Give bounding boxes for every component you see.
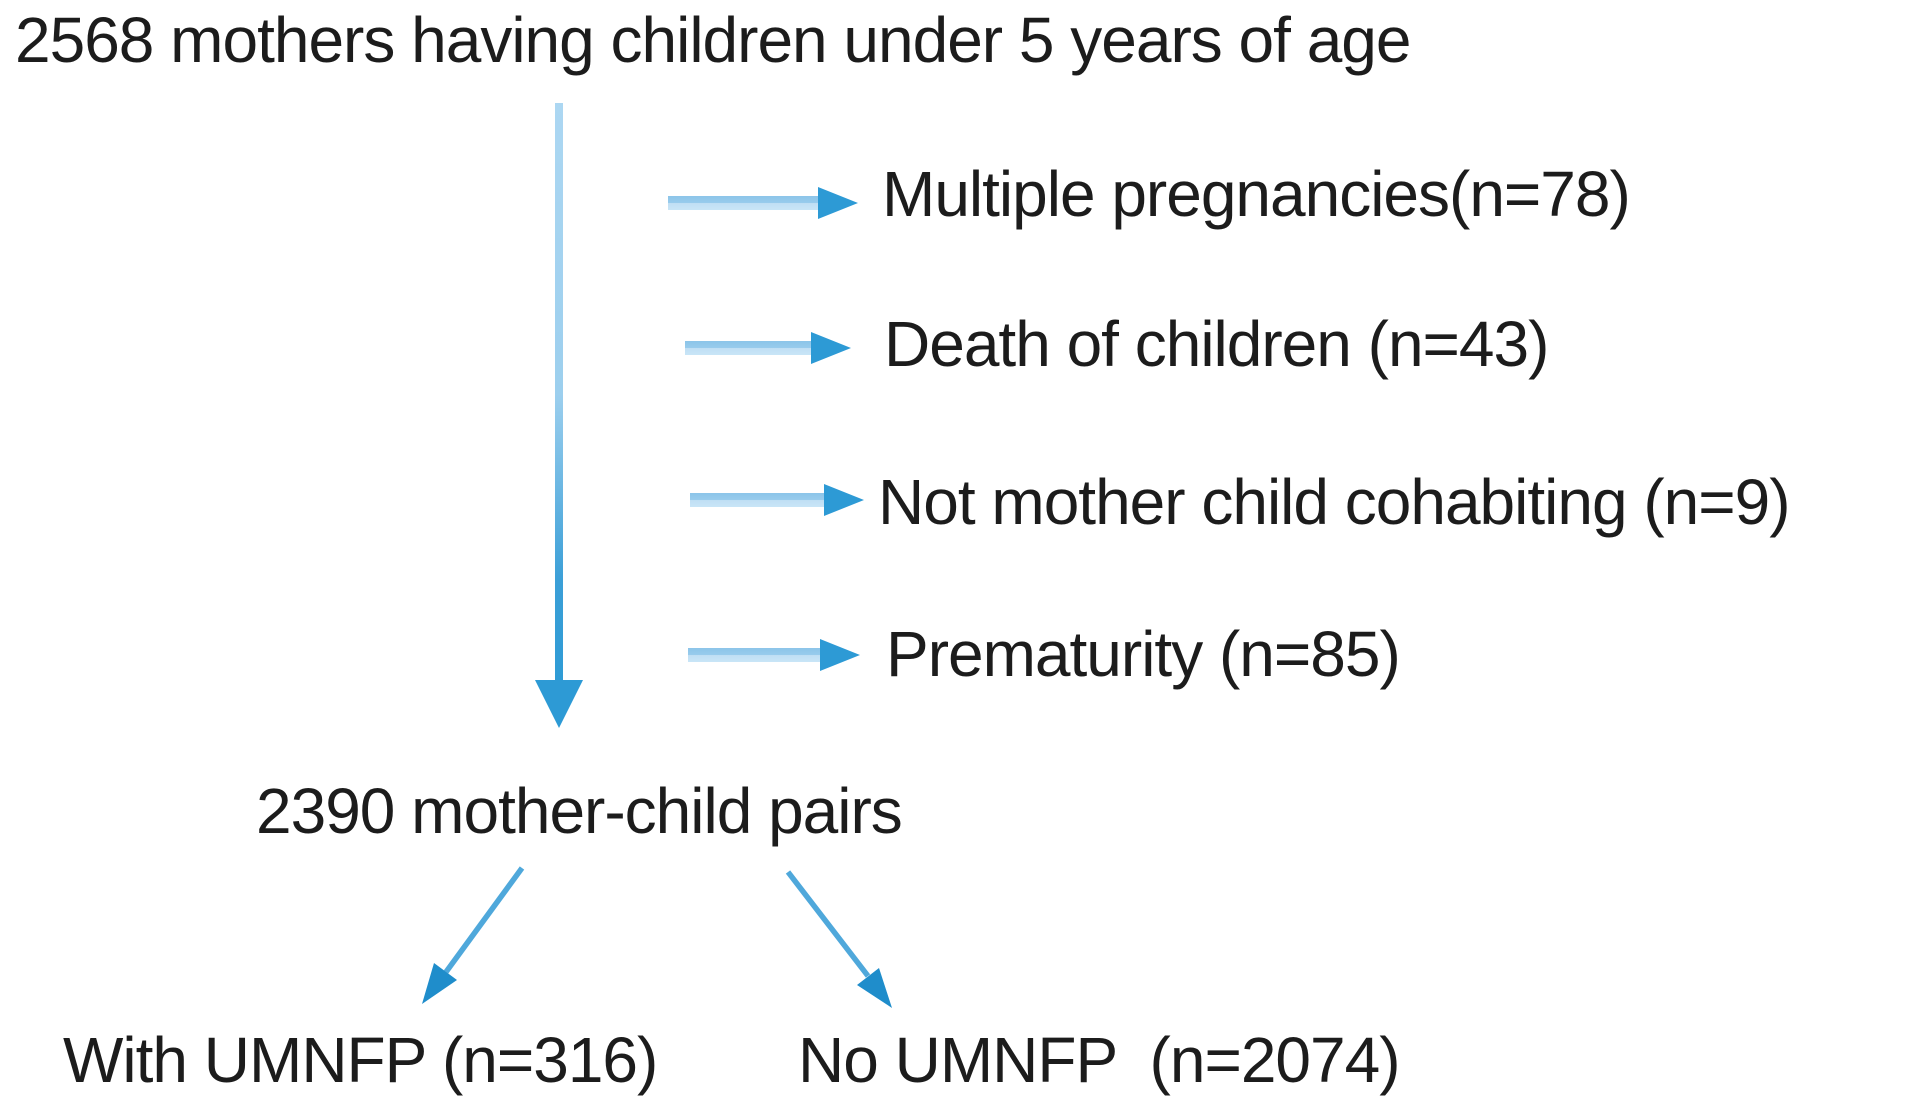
exclusion-label-death-of-children: Death of children (n=43) <box>884 308 1549 380</box>
exclusion-label-not-cohabiting: Not mother child cohabiting (n=9) <box>878 466 1790 538</box>
outcome-label-no-umnfp: No UMNFP (n=2074) <box>798 1024 1400 1096</box>
outcome-label-with-umnfp: With UMNFP (n=316) <box>63 1024 658 1096</box>
exclusion-label-prematurity: Prematurity (n=85) <box>886 618 1401 690</box>
source-population-label: 2568 mothers having children under 5 yea… <box>15 4 1411 76</box>
exclusion-label-multiple-pregnancies: Multiple pregnancies(n=78) <box>882 158 1631 230</box>
right-arrow-exclusion-1-icon <box>668 187 858 219</box>
right-arrow-exclusion-3-icon <box>690 484 864 516</box>
included-pairs-label: 2390 mother-child pairs <box>256 775 903 847</box>
right-arrow-exclusion-2-icon <box>685 332 851 364</box>
down-arrow-icon <box>535 103 583 728</box>
right-arrow-exclusion-4-icon <box>688 639 860 671</box>
diagonal-arrow-left-icon <box>422 866 525 1004</box>
diagonal-arrow-right-icon <box>785 870 892 1008</box>
